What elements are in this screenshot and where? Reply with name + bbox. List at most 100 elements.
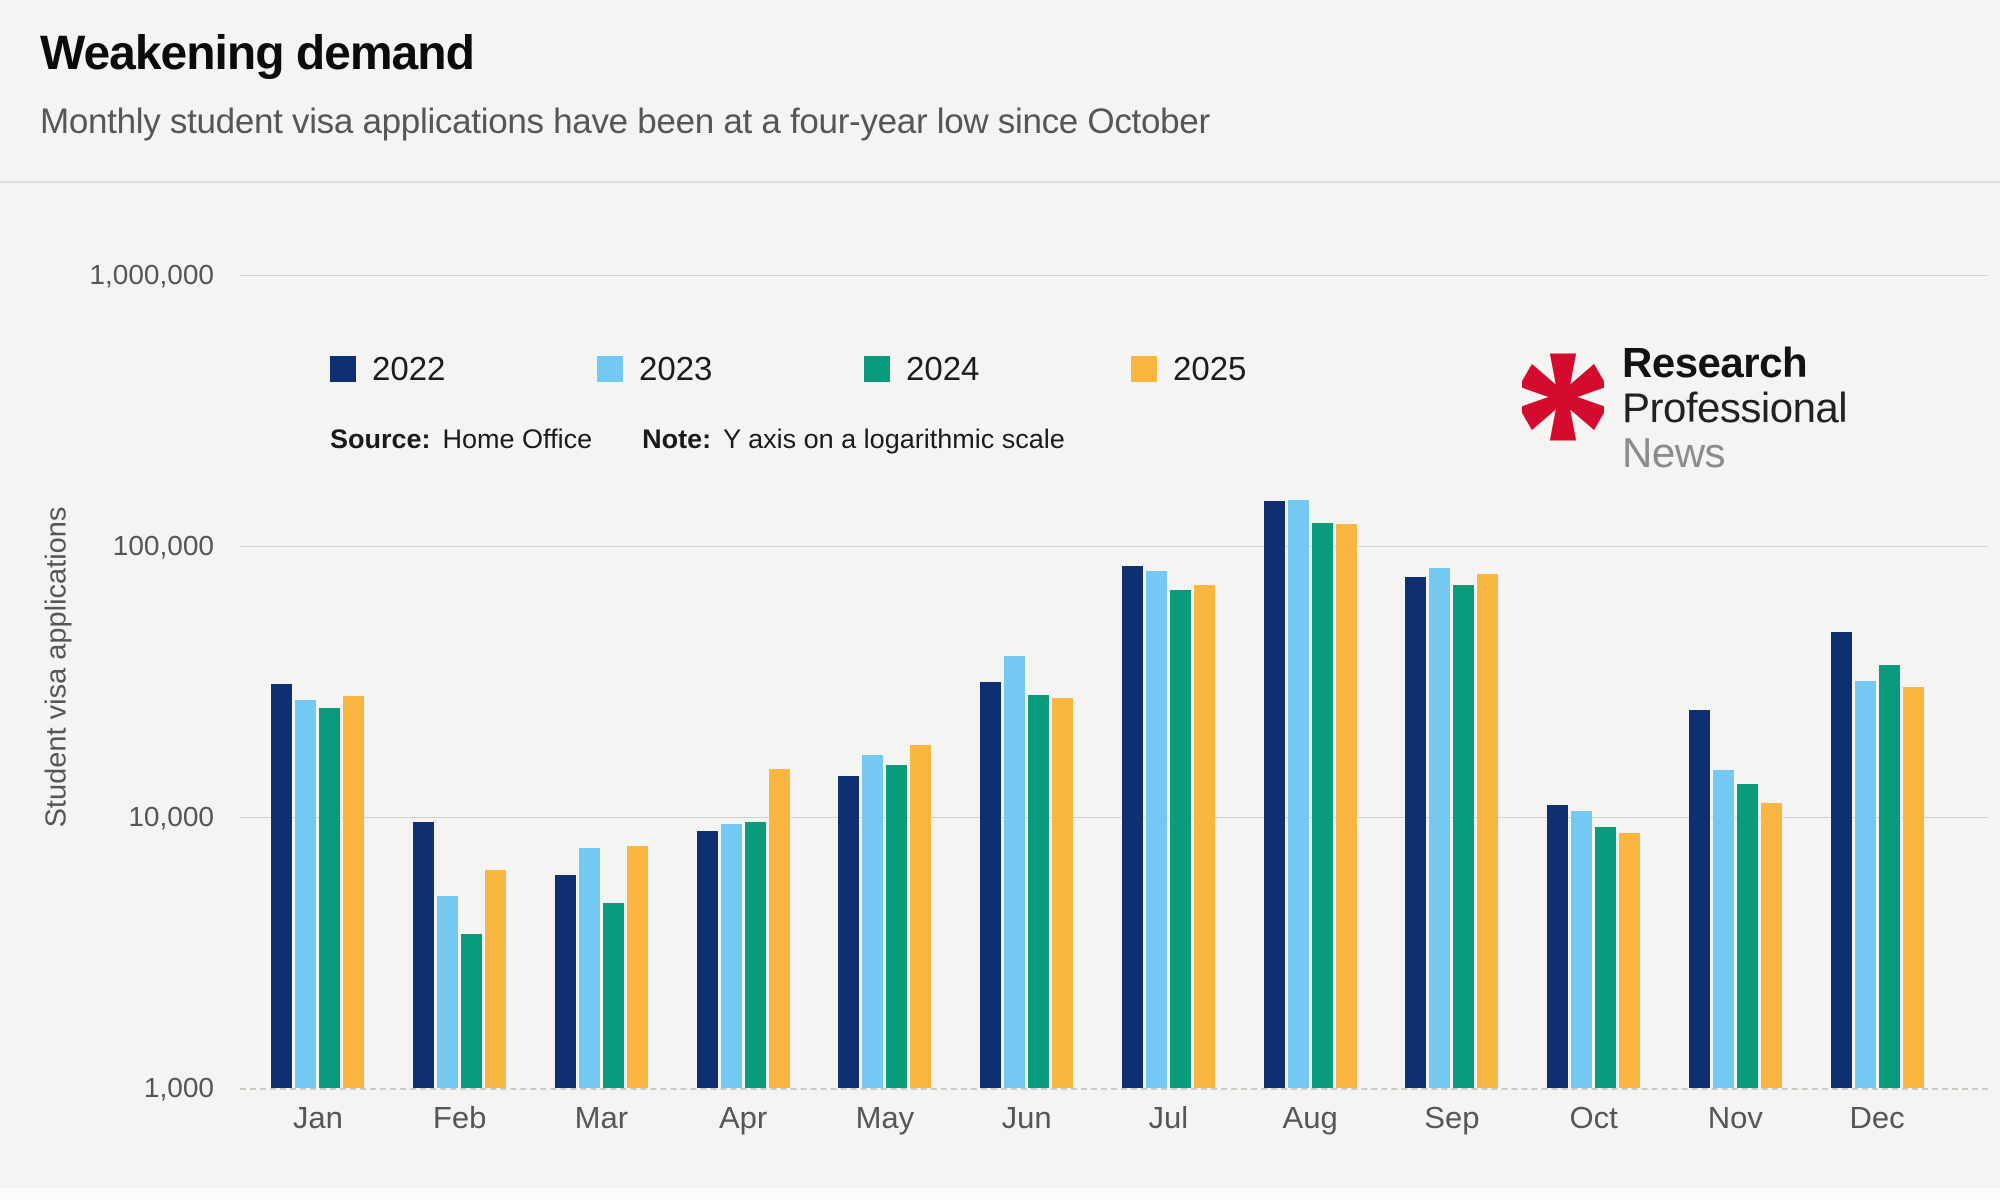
bar-2022-Oct bbox=[1547, 804, 1569, 1088]
bar-2024-Nov bbox=[1736, 784, 1758, 1088]
bar-2024-Jan bbox=[319, 707, 341, 1088]
bar-2022-Jul bbox=[1121, 566, 1143, 1088]
source-label: Source: bbox=[330, 424, 431, 454]
bar-2023-Apr bbox=[720, 824, 742, 1088]
bar-2023-Jun bbox=[1004, 656, 1026, 1088]
bar-2024-Apr bbox=[744, 821, 766, 1088]
chart-title: Weakening demand bbox=[40, 27, 475, 80]
bar-2023-Dec bbox=[1854, 680, 1876, 1088]
bar-group-Sep bbox=[1381, 275, 1523, 1088]
bar-group-Feb bbox=[389, 275, 531, 1088]
legend-item-2023: 2023 bbox=[597, 350, 864, 388]
month-label-Oct: Oct bbox=[1569, 1100, 1618, 1135]
y-axis: 1,000,000 100,000 10,000 1,000 bbox=[0, 0, 218, 1200]
month-label-Dec: Dec bbox=[1849, 1100, 1905, 1135]
chart-subtitle: Monthly student visa applications have b… bbox=[40, 102, 1210, 141]
bar-2024-May bbox=[886, 765, 908, 1088]
bar-2022-May bbox=[838, 775, 860, 1088]
x-axis: Jan Feb Mar Apr May Jun Jul Aug Sep Oct Nov Dec bbox=[247, 1100, 1948, 1136]
bar-2022-Jun bbox=[980, 681, 1002, 1088]
legend-item-2024: 2024 bbox=[864, 350, 1131, 388]
bar-2022-Aug bbox=[1263, 500, 1285, 1088]
legend-swatch-2024 bbox=[864, 356, 890, 382]
legend-label-2023: 2023 bbox=[639, 350, 713, 387]
bar-2025-Aug bbox=[1335, 523, 1357, 1088]
y-axis-title: Student visa applications bbox=[40, 506, 73, 828]
bar-2025-Oct bbox=[1619, 833, 1641, 1088]
bar-2023-Aug bbox=[1287, 499, 1309, 1088]
month-label-Jan: Jan bbox=[292, 1100, 343, 1135]
bar-2025-Feb bbox=[485, 869, 507, 1088]
bar-group-Nov bbox=[1665, 275, 1807, 1088]
bar-2024-Aug bbox=[1311, 522, 1333, 1088]
bar-2023-Jan bbox=[295, 700, 317, 1088]
bar-2023-Mar bbox=[578, 847, 600, 1088]
bar-2025-Jan bbox=[343, 695, 365, 1088]
bar-2022-Jan bbox=[271, 683, 293, 1088]
bar-group-May bbox=[814, 275, 956, 1088]
legend-item-2022: 2022 bbox=[330, 350, 597, 388]
bar-2022-Apr bbox=[696, 830, 718, 1088]
month-label-Jun: Jun bbox=[1001, 1100, 1052, 1135]
month-label-Aug: Aug bbox=[1282, 1100, 1338, 1135]
note-value: Y axis on a logarithmic scale bbox=[723, 424, 1065, 454]
bar-group-Oct bbox=[1523, 275, 1665, 1088]
footer-strip bbox=[0, 1188, 2000, 1200]
bar-2023-Jul bbox=[1145, 571, 1167, 1088]
bar-group-Aug bbox=[1239, 275, 1381, 1088]
bar-group-Apr bbox=[672, 275, 814, 1088]
bar-2022-Mar bbox=[554, 875, 576, 1088]
bar-group-Mar bbox=[531, 275, 673, 1088]
month-label-Nov: Nov bbox=[1707, 1100, 1763, 1135]
y-tick-label-100000: 100,000 bbox=[112, 530, 214, 561]
legend-swatch-2025 bbox=[1131, 356, 1157, 382]
bar-2024-Jul bbox=[1169, 590, 1191, 1088]
month-label-Jul: Jul bbox=[1148, 1100, 1189, 1135]
bar-2024-Dec bbox=[1878, 664, 1900, 1088]
brand-logo: Research Professional News bbox=[1522, 340, 1862, 500]
gridline-1000000 bbox=[240, 275, 1988, 276]
legend-swatch-2023 bbox=[597, 356, 623, 382]
legend-label-2022: 2022 bbox=[372, 350, 446, 387]
bar-2024-Feb bbox=[461, 934, 483, 1088]
month-label-Apr: Apr bbox=[719, 1100, 768, 1135]
bar-group-Jul bbox=[1098, 275, 1240, 1088]
bar-2025-Mar bbox=[626, 846, 648, 1088]
bar-2022-Nov bbox=[1688, 709, 1710, 1088]
bar-2023-Oct bbox=[1571, 811, 1593, 1088]
bar-2023-Sep bbox=[1429, 568, 1451, 1088]
gridline-1000 bbox=[240, 1088, 1988, 1090]
legend-label-2025: 2025 bbox=[1173, 350, 1247, 387]
bar-2025-Dec bbox=[1902, 687, 1924, 1088]
bar-2025-Jun bbox=[1052, 697, 1074, 1088]
bar-group-Jan bbox=[247, 275, 389, 1088]
bar-2025-May bbox=[910, 745, 932, 1088]
brand-name-line2: Professional bbox=[1622, 384, 1848, 431]
bar-2023-Feb bbox=[437, 896, 459, 1088]
legend-item-2025: 2025 bbox=[1131, 350, 1398, 388]
y-tick-label-1000000: 1,000,000 bbox=[89, 259, 214, 290]
y-tick-label-1000: 1,000 bbox=[143, 1072, 214, 1103]
bar-2022-Dec bbox=[1830, 631, 1852, 1088]
bar-2025-Sep bbox=[1477, 574, 1499, 1088]
gridline-100000 bbox=[240, 546, 1988, 547]
bars-layer bbox=[247, 275, 1948, 1088]
month-label-Feb: Feb bbox=[432, 1100, 487, 1135]
source-value: Home Office bbox=[442, 424, 593, 454]
bar-2025-Apr bbox=[768, 769, 790, 1088]
bar-2024-Sep bbox=[1453, 585, 1475, 1088]
brand-name-line1: Research bbox=[1622, 339, 1808, 386]
bar-2024-Jun bbox=[1028, 695, 1050, 1088]
legend: 2022 2023 2024 2025 bbox=[330, 350, 1398, 388]
legend-label-2024: 2024 bbox=[906, 350, 980, 387]
month-label-Sep: Sep bbox=[1424, 1100, 1480, 1135]
bar-2024-Mar bbox=[602, 903, 624, 1088]
y-tick-label-10000: 10,000 bbox=[128, 801, 214, 832]
bar-2025-Nov bbox=[1760, 802, 1782, 1088]
bar-2022-Sep bbox=[1405, 577, 1427, 1088]
source-note: Source: Home Office Note: Y axis on a lo… bbox=[330, 424, 1065, 455]
legend-swatch-2022 bbox=[330, 356, 356, 382]
month-label-Mar: Mar bbox=[574, 1100, 629, 1135]
